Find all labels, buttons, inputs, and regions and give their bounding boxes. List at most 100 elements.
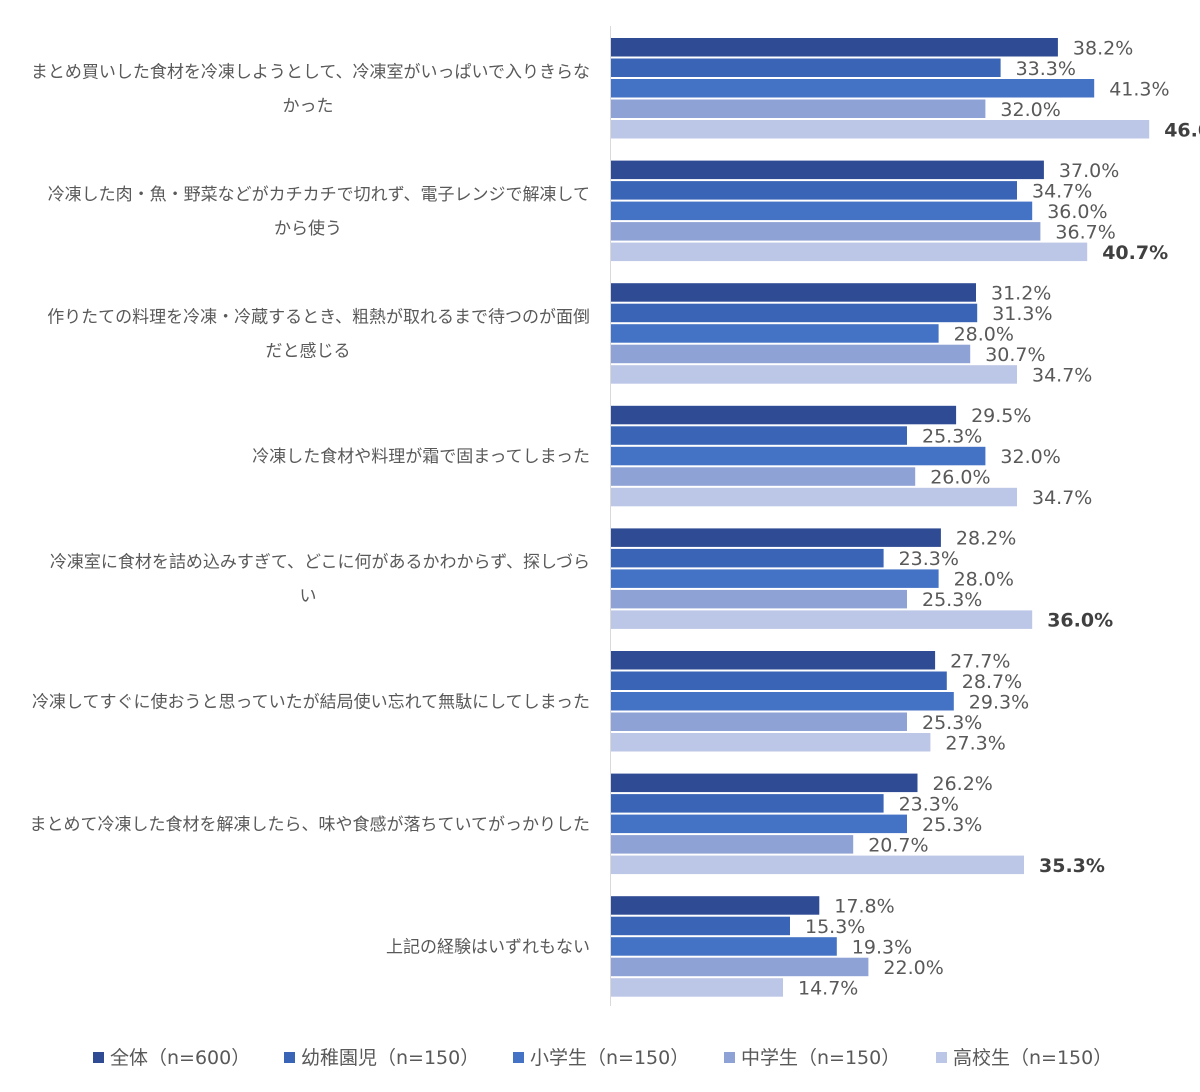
data-label: 34.7% — [1032, 364, 1092, 386]
data-label: 30.7% — [985, 344, 1045, 366]
bar — [611, 651, 936, 670]
data-label: 29.5% — [971, 405, 1031, 427]
legend-swatch — [93, 1052, 104, 1063]
bar — [611, 201, 1033, 221]
data-label: 28.2% — [956, 528, 1016, 550]
bar — [611, 344, 971, 364]
bar — [611, 160, 1044, 180]
bar — [611, 467, 916, 486]
legend-swatch — [936, 1052, 947, 1063]
bar — [611, 773, 918, 793]
legend-swatch — [724, 1052, 735, 1063]
category-label: 冷凍した食材や料理が霜で固まってしまった — [252, 447, 590, 467]
data-label: 32.0% — [1000, 99, 1060, 121]
bar — [611, 181, 1017, 200]
legend-swatch — [284, 1052, 295, 1063]
category-label: だと感じる — [266, 341, 351, 361]
legend-label: 中学生（n=150） — [741, 1047, 900, 1069]
data-label: 23.3% — [899, 548, 959, 570]
data-label: 40.7% — [1102, 242, 1168, 264]
bar — [611, 324, 939, 343]
legend-swatch — [513, 1052, 524, 1063]
data-label: 20.7% — [868, 834, 928, 856]
data-label: 34.7% — [1032, 487, 1092, 509]
bar — [611, 589, 907, 609]
bar — [611, 835, 854, 854]
data-label: 28.7% — [962, 671, 1022, 693]
data-label: 32.0% — [1000, 446, 1060, 468]
bar — [611, 978, 783, 997]
category-label: 冷凍してすぐに使おうと思っていたが結局使い忘れて無駄にしてしまった — [32, 691, 590, 712]
category-label: 作りたての料理を冷凍・冷蔵するとき、粗熱が取れるまで待つのが面倒 — [47, 307, 590, 327]
bar — [611, 855, 1024, 875]
category-label: 冷凍室に食材を詰め込みすぎて、どこに何があるかわからず、探しづら — [50, 553, 590, 573]
value-labels-layer: 38.2%33.3%41.3%32.0%46.0%37.0%34.7%36.0%… — [798, 37, 1200, 999]
bar — [611, 283, 976, 302]
bar — [611, 671, 947, 690]
data-label: 17.8% — [834, 895, 894, 917]
data-label: 28.0% — [954, 569, 1014, 591]
bar — [611, 692, 954, 711]
legend-label: 幼稚園児（n=150） — [301, 1047, 479, 1069]
category-label: 上記の経験はいずれもない — [386, 937, 590, 957]
bar — [611, 426, 907, 445]
bar — [611, 446, 986, 466]
bar — [611, 58, 1001, 77]
bar — [611, 242, 1088, 262]
category-label: まとめて冷凍した食材を解凍したら、味や食感が落ちていてがっかりした — [30, 815, 591, 835]
data-label: 37.0% — [1059, 160, 1119, 182]
bar — [611, 733, 931, 752]
category-label: い — [300, 587, 317, 607]
data-label: 22.0% — [883, 957, 943, 979]
bar — [611, 222, 1041, 241]
data-label: 15.3% — [805, 916, 865, 938]
bar — [611, 99, 986, 118]
bar — [611, 814, 907, 834]
category-label: かった — [283, 96, 334, 116]
bar — [611, 38, 1058, 57]
bar — [611, 916, 790, 936]
data-label: 19.3% — [852, 936, 912, 958]
bar — [611, 937, 837, 956]
legend-label: 高校生（n=150） — [953, 1047, 1112, 1069]
data-label: 26.0% — [930, 467, 990, 489]
data-label: 27.7% — [950, 650, 1010, 672]
category-label: から使う — [274, 218, 342, 239]
data-label: 28.0% — [954, 323, 1014, 345]
bar — [611, 120, 1150, 139]
data-label: 33.3% — [1016, 58, 1076, 80]
data-label: 25.3% — [922, 814, 982, 836]
category-labels-layer: まとめ買いした食材を冷凍しようとして、冷凍室がいっぱいで入りきらなかった冷凍した… — [30, 62, 591, 957]
bar — [611, 528, 941, 547]
bar — [611, 79, 1095, 98]
data-label: 26.2% — [933, 773, 993, 795]
data-label: 41.3% — [1109, 78, 1169, 100]
bar — [611, 896, 820, 915]
data-label: 27.3% — [945, 732, 1005, 754]
bar — [611, 548, 884, 568]
data-label: 36.0% — [1047, 610, 1113, 632]
data-label: 25.3% — [922, 589, 982, 611]
data-label: 36.0% — [1047, 201, 1107, 223]
data-label: 38.2% — [1073, 37, 1133, 59]
bar — [611, 794, 884, 813]
bars-layer — [611, 38, 1150, 997]
bar — [611, 487, 1017, 507]
bar — [611, 405, 957, 425]
data-label: 29.3% — [969, 691, 1029, 713]
bar — [611, 569, 939, 588]
data-label: 31.3% — [992, 303, 1052, 325]
data-label: 31.2% — [991, 282, 1051, 304]
data-label: 14.7% — [798, 977, 858, 999]
bar — [611, 957, 869, 977]
bar — [611, 610, 1033, 629]
legend: 全体（n=600） 幼稚園児（n=150） 小学生（n=150） 中学生（n=150）… — [93, 1047, 1112, 1069]
legend-label: 小学生（n=150） — [530, 1047, 689, 1069]
category-label: まとめ買いした食材を冷凍しようとして、冷凍室がいっぱいで入りきらな — [31, 62, 590, 82]
data-label: 25.3% — [922, 426, 982, 448]
bar — [611, 712, 907, 731]
legend-label: 全体（n=600） — [110, 1047, 250, 1069]
category-label: 冷凍した肉・魚・野菜などがカチカチで切れず、電子レンジで解凍して — [48, 185, 590, 205]
data-label: 23.3% — [899, 793, 959, 815]
